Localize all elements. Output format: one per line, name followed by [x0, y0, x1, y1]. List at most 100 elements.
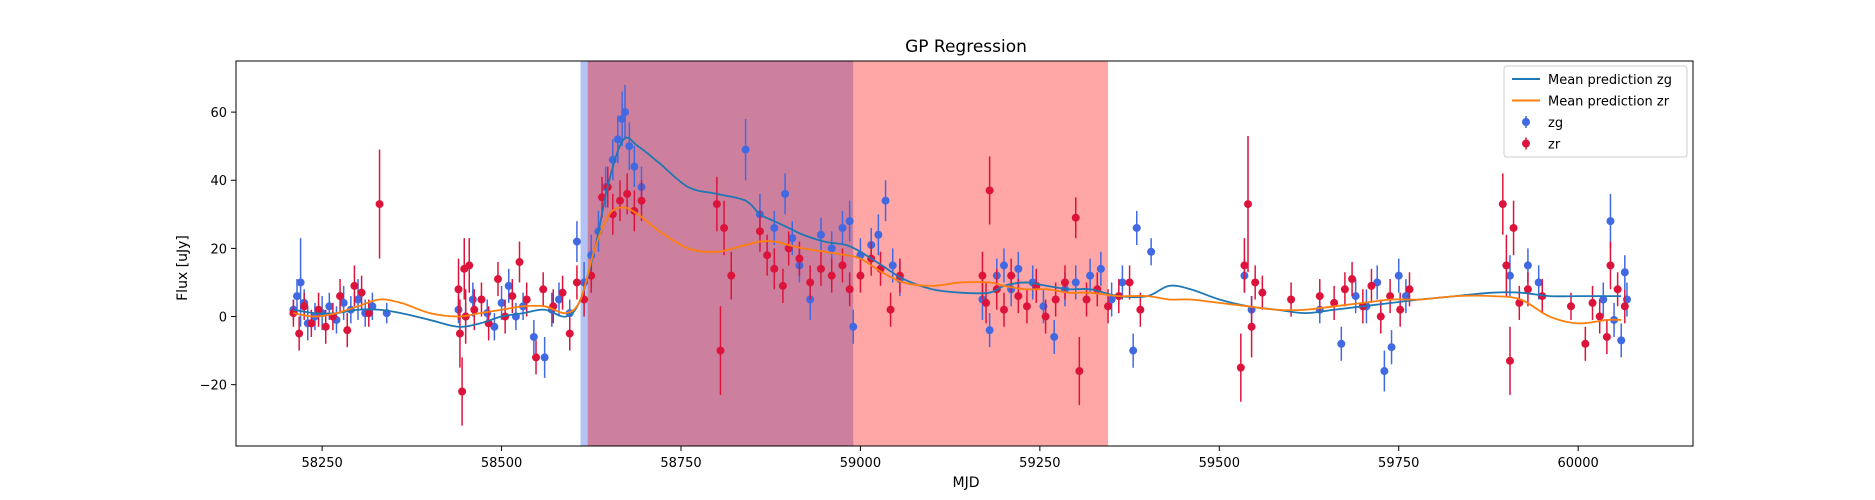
data-point-zr	[1236, 363, 1245, 372]
legend-entry: zg	[1522, 116, 1563, 131]
data-point-zr	[763, 251, 772, 260]
data-point-zg	[770, 223, 779, 232]
data-point-zg	[838, 223, 847, 232]
data-point-zr	[1060, 278, 1069, 287]
data-point-zr	[1588, 298, 1597, 307]
data-point-zg	[1014, 264, 1023, 273]
data-point-zr	[508, 292, 517, 301]
legend-label: zr	[1548, 138, 1561, 153]
data-point-zr	[1606, 261, 1615, 270]
data-point-zr	[1136, 305, 1145, 314]
data-point-zg	[621, 108, 630, 117]
y-tick-label: 0	[219, 311, 227, 326]
data-point-zr	[1247, 322, 1256, 331]
data-point-zr	[1515, 298, 1524, 307]
data-point-zr	[532, 353, 541, 362]
data-point-zr	[336, 292, 345, 301]
data-point-zg	[625, 142, 634, 151]
data-point-zg	[999, 261, 1008, 270]
data-point-zr	[716, 346, 725, 355]
data-point-zg	[325, 302, 334, 311]
data-point-zr	[1014, 292, 1023, 301]
data-point-zr	[343, 326, 352, 335]
data-point-zg	[504, 281, 513, 290]
x-tick-label: 58250	[301, 456, 342, 471]
data-point-zg	[1534, 278, 1543, 287]
legend-label: Mean prediction zg	[1548, 73, 1672, 88]
data-point-zr	[1071, 213, 1080, 222]
data-point-zr	[770, 264, 779, 273]
data-point-zr	[1348, 275, 1357, 284]
shaded-region-2	[587, 61, 1109, 446]
data-point-zg	[874, 230, 883, 239]
data-point-zg	[1617, 336, 1626, 345]
data-point-zg	[741, 145, 750, 154]
data-point-zr	[558, 288, 567, 297]
data-point-zg	[293, 292, 302, 301]
data-point-zg	[1620, 268, 1629, 277]
data-point-zr	[978, 271, 987, 280]
legend-marker-swatch	[1522, 139, 1530, 148]
data-point-zg	[1118, 278, 1127, 287]
x-tick-label: 59000	[840, 456, 881, 471]
data-point-zr	[1258, 288, 1267, 297]
data-point-zg	[1351, 292, 1360, 301]
data-point-zg	[888, 261, 897, 270]
y-axis-ticks: −20 0 20 40 60	[200, 106, 236, 394]
data-point-zr	[357, 288, 366, 297]
data-point-zr	[637, 196, 646, 205]
y-tick-label: 60	[210, 106, 227, 121]
y-tick-label: −20	[200, 379, 227, 394]
data-point-zr	[307, 319, 316, 328]
data-point-zr	[375, 200, 384, 209]
data-point-zr	[1041, 312, 1050, 321]
data-point-zr	[720, 223, 729, 232]
x-tick-label: 58500	[481, 456, 522, 471]
data-point-zr	[455, 329, 464, 338]
legend-label: zg	[1548, 116, 1563, 131]
data-point-zr	[727, 271, 736, 280]
data-point-zr	[806, 278, 815, 287]
legend: Mean prediction zg Mean prediction zr zg zr	[1503, 65, 1688, 158]
data-point-zr	[572, 278, 581, 287]
x-tick-label: 59250	[1019, 456, 1060, 471]
data-point-zr	[539, 285, 548, 294]
data-point-zg	[1387, 343, 1396, 352]
data-point-zr	[1595, 312, 1604, 321]
data-point-zr	[615, 196, 624, 205]
data-point-zr	[999, 305, 1008, 314]
x-tick-label: 60000	[1557, 456, 1598, 471]
data-point-zr	[350, 281, 359, 290]
data-point-zg	[781, 189, 790, 198]
data-point-zg	[1129, 346, 1138, 355]
data-point-zg	[881, 196, 890, 205]
data-point-zr	[1251, 278, 1260, 287]
data-point-zg	[1599, 295, 1608, 304]
data-point-zg	[339, 298, 348, 307]
shaded-regions	[580, 61, 1109, 446]
data-point-zr	[1367, 281, 1376, 290]
legend-entry: Mean prediction zg	[1512, 73, 1672, 88]
data-point-zg	[1606, 217, 1615, 226]
data-point-zg	[354, 295, 363, 304]
data-point-zg	[985, 326, 994, 335]
data-point-zg	[1505, 271, 1514, 280]
data-point-zr	[755, 227, 764, 236]
data-point-zr	[1405, 285, 1414, 294]
data-point-zr	[985, 186, 994, 195]
x-tick-label: 58750	[660, 456, 701, 471]
data-point-zg	[497, 298, 506, 307]
data-point-zr	[778, 281, 787, 290]
data-point-zr	[364, 309, 373, 318]
legend-entry: Mean prediction zr	[1512, 95, 1670, 110]
data-point-zr	[886, 305, 895, 314]
data-point-zr	[1376, 312, 1385, 321]
data-point-zr	[856, 271, 865, 280]
data-point-zr	[827, 271, 836, 280]
data-point-zg	[1523, 261, 1532, 270]
data-point-zr	[321, 322, 330, 331]
data-point-zr	[295, 329, 304, 338]
data-point-zg	[1132, 223, 1141, 232]
data-point-zr	[458, 387, 467, 396]
